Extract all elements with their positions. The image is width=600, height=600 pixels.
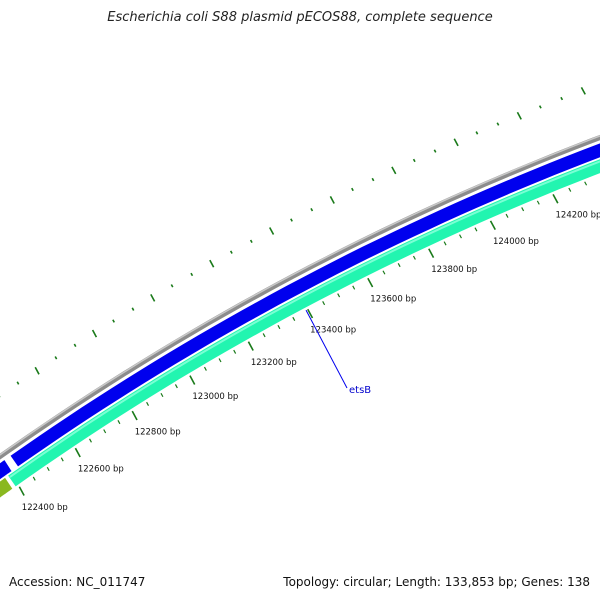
gene-label-leader-line <box>305 309 348 389</box>
ruler-tick <box>552 194 559 204</box>
outer-tick <box>170 284 174 288</box>
ruler-tick <box>459 234 462 239</box>
summary-text: Topology: circular; Length: 133,853 bp; … <box>283 575 590 589</box>
ruler-tick <box>32 476 36 481</box>
ruler-label: 122800 bp <box>135 428 181 438</box>
ruler-tick <box>428 248 435 258</box>
ruler-tick <box>521 207 525 212</box>
ruler-tick <box>247 341 254 351</box>
sequence-ruler: 122400 bp 122600 bp 122800 bp 123000 bp 1232… <box>18 181 600 513</box>
outer-tick <box>453 138 459 147</box>
ruler-tick <box>174 384 178 389</box>
outer-tick <box>329 196 335 204</box>
gene-label-etsB[interactable]: etsB <box>349 385 371 396</box>
ruler-tick <box>443 241 447 246</box>
ruler-tick <box>352 285 356 290</box>
forward-strand-genes <box>0 143 600 480</box>
ruler-tick <box>131 410 138 421</box>
ruler-label: 123400 bp <box>310 326 356 336</box>
ruler-tick <box>307 308 314 319</box>
outer-tick <box>16 381 20 385</box>
ruler-tick <box>277 324 281 330</box>
forward-gene-2[interactable] <box>10 143 600 467</box>
gene-annotation-etsB: etsB <box>305 309 371 396</box>
accession-text: Accession: NC_011747 <box>9 575 146 589</box>
outer-tick <box>412 158 416 163</box>
outer-tick <box>150 293 156 302</box>
ruler-tick <box>292 316 296 321</box>
ruler-tick <box>536 200 540 205</box>
outer-tick <box>91 329 98 338</box>
ruler-tick <box>505 213 509 218</box>
outer-tick <box>371 177 375 182</box>
reverse-gene-1[interactable] <box>0 477 13 517</box>
ruler-tick <box>489 220 496 231</box>
ruler-tick <box>146 401 150 406</box>
ruler-tick <box>18 486 25 496</box>
reverse-gene-highlight <box>9 160 600 478</box>
ruler-tick <box>474 227 478 232</box>
ruler-tick <box>46 466 50 472</box>
map-title: Escherichia coli S88 plasmid pECOS88, co… <box>107 10 493 25</box>
outer-tick <box>538 105 542 109</box>
reverse-strand-genes <box>0 151 600 517</box>
outer-tick <box>73 343 77 348</box>
ruler-tick <box>117 420 121 425</box>
ruler-label: 123000 bp <box>192 392 238 402</box>
outer-tick <box>351 187 354 192</box>
ruler-tick <box>412 255 416 260</box>
ruler-tick <box>103 429 107 434</box>
ruler-tick <box>584 181 588 186</box>
outer-tick <box>580 86 586 95</box>
ruler-label: 123200 bp <box>251 358 297 368</box>
outer-tick <box>516 111 522 120</box>
reverse-gene-etsB[interactable] <box>8 151 600 487</box>
ruler-tick <box>218 358 222 363</box>
ruler-tick <box>367 277 374 288</box>
plasmid-backbone <box>0 134 600 460</box>
ruler-tick <box>60 457 64 462</box>
outer-tick <box>496 122 500 126</box>
ruler-label: 124200 bp <box>556 211 600 221</box>
ruler-tick <box>397 263 401 268</box>
outer-tick <box>54 356 58 360</box>
outer-tick <box>249 239 253 243</box>
outer-tick <box>433 149 437 153</box>
outer-tick <box>475 131 479 135</box>
outer-tick <box>112 319 115 323</box>
plasmid-backbone-highlight <box>0 135 600 456</box>
outer-tick-marks <box>0 86 586 398</box>
outer-tick <box>310 207 314 212</box>
outer-tick <box>268 227 275 235</box>
ruler-tick <box>322 301 326 306</box>
ruler-tick <box>189 375 196 385</box>
outer-tick <box>560 96 564 101</box>
outer-tick <box>131 307 135 311</box>
ruler-tick <box>568 187 572 192</box>
outer-tick <box>34 366 40 375</box>
ruler-tick <box>337 293 341 298</box>
outer-tick <box>391 166 397 175</box>
ruler-label: 122600 bp <box>78 465 124 475</box>
outer-tick <box>229 250 233 254</box>
ruler-tick <box>160 392 164 398</box>
outer-tick <box>290 218 293 222</box>
ruler-tick <box>262 333 266 338</box>
ruler-tick <box>74 447 81 458</box>
ruler-label: 123800 bp <box>431 265 477 275</box>
ruler-tick <box>233 349 237 354</box>
outer-tick <box>209 259 215 268</box>
ruler-label: 124000 bp <box>493 237 539 247</box>
ruler-tick <box>382 270 386 275</box>
ruler-label: 122400 bp <box>22 503 68 513</box>
ruler-label: 123600 bp <box>370 295 416 305</box>
ruler-tick <box>89 438 92 443</box>
ruler-tick <box>203 366 207 371</box>
outer-tick <box>190 272 194 277</box>
